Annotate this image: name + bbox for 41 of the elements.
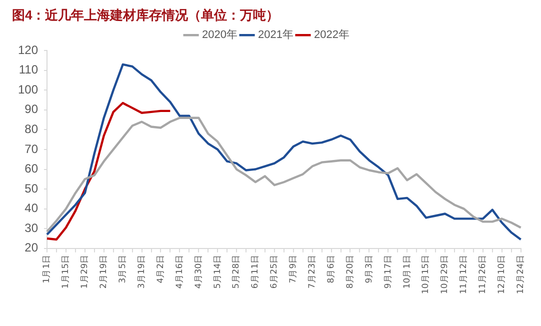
x-tick-label: 1月1日 — [42, 254, 52, 284]
x-tick-label: 7月23日 — [308, 254, 318, 289]
x-tick-label: 9月17日 — [383, 254, 394, 289]
y-tick-label: 120 — [18, 42, 38, 57]
x-tick-label: 12月24日 — [516, 254, 526, 294]
x-tick-label: 10月15日 — [421, 254, 432, 294]
y-tick-label: 100 — [18, 82, 38, 96]
y-tick-label: 70 — [24, 142, 38, 156]
y-tick-label: 90 — [24, 102, 38, 116]
x-tick-label: 10月1日 — [402, 254, 412, 289]
x-tick-label: 8月6日 — [326, 254, 336, 284]
legend-label: 2021年 — [258, 29, 294, 42]
x-tick-label: 7月9日 — [288, 254, 299, 284]
y-tick-label: 60 — [24, 162, 38, 176]
x-tick-label: 6月25日 — [270, 254, 280, 289]
x-tick-label: 5月28日 — [232, 254, 242, 289]
x-tick-label: 11月12日 — [459, 254, 470, 294]
x-tick-label: 3月19日 — [136, 254, 147, 289]
chart-title: 图4：近几年上海建材库存情况（单位：万吨） — [12, 7, 280, 22]
x-tick-label: 1月15日 — [61, 254, 72, 289]
x-tick-label: 8月20日 — [345, 254, 356, 289]
x-tick-label: 5月14日 — [212, 254, 223, 289]
x-tick-label: 3月5日 — [118, 254, 128, 284]
x-tick-label: 4月30日 — [194, 254, 204, 289]
x-tick-label: 4月16日 — [174, 254, 185, 289]
x-tick-label: 1月29日 — [80, 254, 90, 289]
y-tick-label: 80 — [24, 122, 38, 136]
x-tick-label: 12月10日 — [497, 254, 508, 294]
x-tick-label: 6月11日 — [250, 254, 261, 289]
y-tick-label: 40 — [24, 201, 38, 216]
x-tick-label: 9月3日 — [364, 254, 374, 284]
legend-label: 2020年 — [202, 29, 238, 42]
y-tick-label: 110 — [18, 62, 38, 77]
y-tick-label: 30 — [24, 220, 38, 235]
x-tick-label: 2月19日 — [99, 254, 110, 289]
y-tick-label: 50 — [24, 181, 38, 196]
legend-label: 2022年 — [314, 29, 350, 42]
y-tick-label: 20 — [24, 240, 38, 255]
x-tick-label: 4月2日 — [156, 254, 166, 284]
x-tick-label: 10月29日 — [440, 254, 450, 294]
x-tick-label: 11月26日 — [478, 254, 488, 294]
